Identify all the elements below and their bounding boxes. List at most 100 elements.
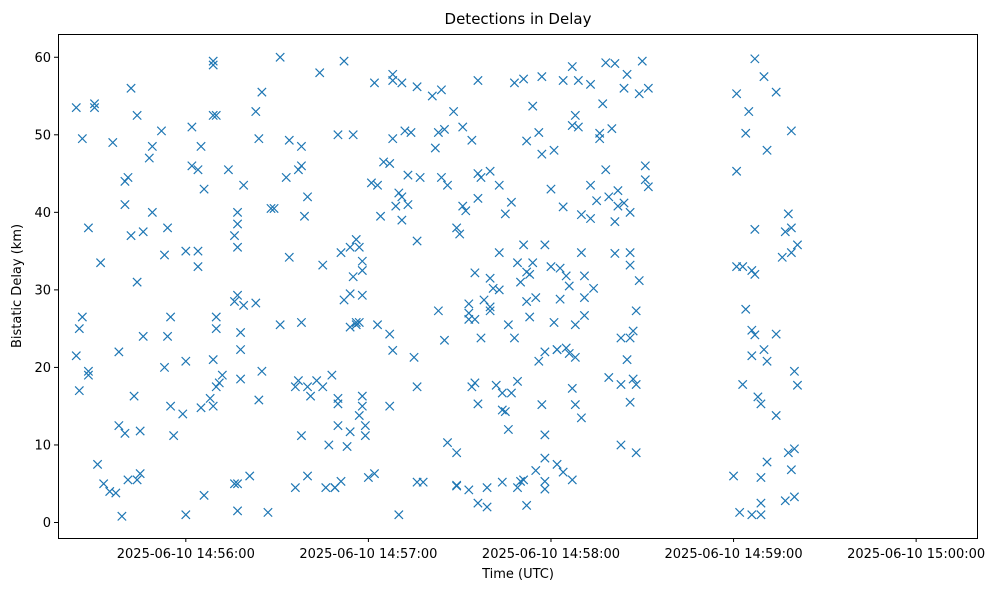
- data-point-marker: [561, 271, 571, 281]
- data-point-marker: [296, 141, 307, 152]
- data-point-marker: [232, 290, 243, 300]
- data-point-marker: [296, 431, 307, 441]
- data-point-marker: [89, 99, 100, 109]
- data-point-marker: [540, 484, 550, 494]
- data-point-marker: [756, 498, 766, 508]
- data-point-marker: [354, 317, 364, 328]
- data-point-marker: [92, 459, 103, 469]
- data-point-marker: [232, 219, 243, 229]
- data-point-marker: [473, 498, 483, 508]
- data-point-marker: [604, 192, 614, 202]
- data-point-marker: [147, 141, 157, 152]
- data-point-marker: [391, 201, 401, 211]
- data-point-marker: [485, 306, 495, 316]
- data-point-marker: [616, 440, 626, 450]
- data-point-marker: [631, 379, 641, 390]
- data-point-marker: [537, 400, 547, 410]
- data-point-marker: [71, 351, 81, 361]
- data-point-marker: [409, 352, 419, 362]
- data-point-marker: [540, 476, 550, 487]
- y-tick-label: 10: [34, 438, 51, 453]
- data-point-marker: [372, 320, 383, 330]
- data-point-marker: [302, 471, 313, 481]
- data-point-marker: [354, 242, 364, 252]
- data-point-marker: [360, 420, 370, 431]
- data-point-marker: [482, 502, 492, 512]
- data-point-marker: [239, 300, 249, 311]
- data-point-marker: [585, 213, 596, 224]
- data-point-marker: [269, 203, 279, 214]
- data-point-marker: [610, 58, 620, 69]
- data-point-marker: [199, 184, 209, 194]
- data-point-marker: [561, 343, 571, 353]
- data-point-marker: [205, 393, 215, 404]
- data-point-marker: [731, 89, 742, 99]
- data-point-marker: [564, 348, 574, 359]
- data-point-marker: [534, 356, 544, 366]
- data-point-marker: [418, 477, 428, 487]
- data-point-marker: [506, 388, 517, 398]
- data-point-marker: [302, 192, 313, 202]
- data-point-marker: [169, 431, 179, 441]
- data-point-marker: [397, 78, 407, 88]
- data-point-marker: [525, 312, 535, 322]
- data-point-marker: [165, 401, 176, 411]
- data-point-marker: [619, 83, 629, 93]
- data-point-marker: [251, 106, 261, 117]
- data-point-marker: [388, 75, 398, 86]
- data-point-marker: [458, 201, 468, 211]
- data-point-marker: [290, 382, 300, 392]
- data-point-marker: [223, 165, 234, 175]
- data-point-marker: [448, 106, 459, 117]
- y-tick-label: 60: [34, 51, 51, 66]
- data-point-marker: [187, 161, 197, 171]
- data-point-marker: [546, 261, 556, 272]
- data-point-marker: [470, 314, 480, 324]
- data-point-marker: [473, 75, 483, 86]
- data-point-marker: [357, 290, 367, 300]
- data-point-marker: [522, 136, 532, 146]
- data-point-marker: [482, 482, 492, 493]
- data-point-marker: [643, 182, 653, 192]
- data-point-marker: [759, 72, 769, 82]
- data-point-marker: [178, 409, 188, 419]
- data-point-marker: [546, 184, 556, 194]
- data-point-marker: [786, 248, 796, 258]
- data-point-marker: [452, 223, 462, 233]
- data-point-marker: [181, 246, 191, 256]
- data-point-marker: [485, 302, 495, 312]
- data-point-marker: [123, 475, 133, 485]
- data-point-marker: [540, 240, 550, 250]
- data-point-marker: [476, 333, 486, 343]
- data-point-marker: [512, 376, 523, 386]
- data-point-marker: [473, 399, 483, 409]
- data-point-marker: [780, 227, 790, 237]
- data-point-marker: [120, 199, 130, 210]
- data-point-marker: [357, 391, 367, 401]
- data-point-marker: [211, 312, 221, 322]
- data-point-marker: [783, 448, 793, 458]
- data-point-marker: [89, 103, 100, 113]
- data-point-marker: [555, 263, 565, 273]
- data-point-marker: [518, 74, 529, 84]
- data-point-marker: [235, 327, 246, 338]
- data-point-marker: [406, 127, 416, 138]
- data-point-marker: [470, 268, 480, 278]
- data-point-marker: [750, 330, 760, 340]
- chart-title: Detections in Delay: [445, 10, 592, 28]
- data-point-marker: [436, 85, 447, 95]
- data-point-marker: [403, 199, 413, 210]
- y-axis-label: Bistatic Delay (km): [10, 224, 25, 348]
- markers-layer: [71, 52, 803, 521]
- data-point-marker: [610, 248, 620, 259]
- data-point-marker: [369, 469, 380, 479]
- data-point-marker: [123, 172, 133, 183]
- data-point-marker: [388, 134, 398, 144]
- data-point-marker: [302, 382, 313, 392]
- data-point-marker: [275, 52, 285, 62]
- data-point-marker: [345, 427, 355, 437]
- data-point-marker: [756, 510, 766, 520]
- data-point-marker: [750, 224, 760, 235]
- data-point-marker: [537, 149, 547, 159]
- data-point-marker: [747, 351, 757, 361]
